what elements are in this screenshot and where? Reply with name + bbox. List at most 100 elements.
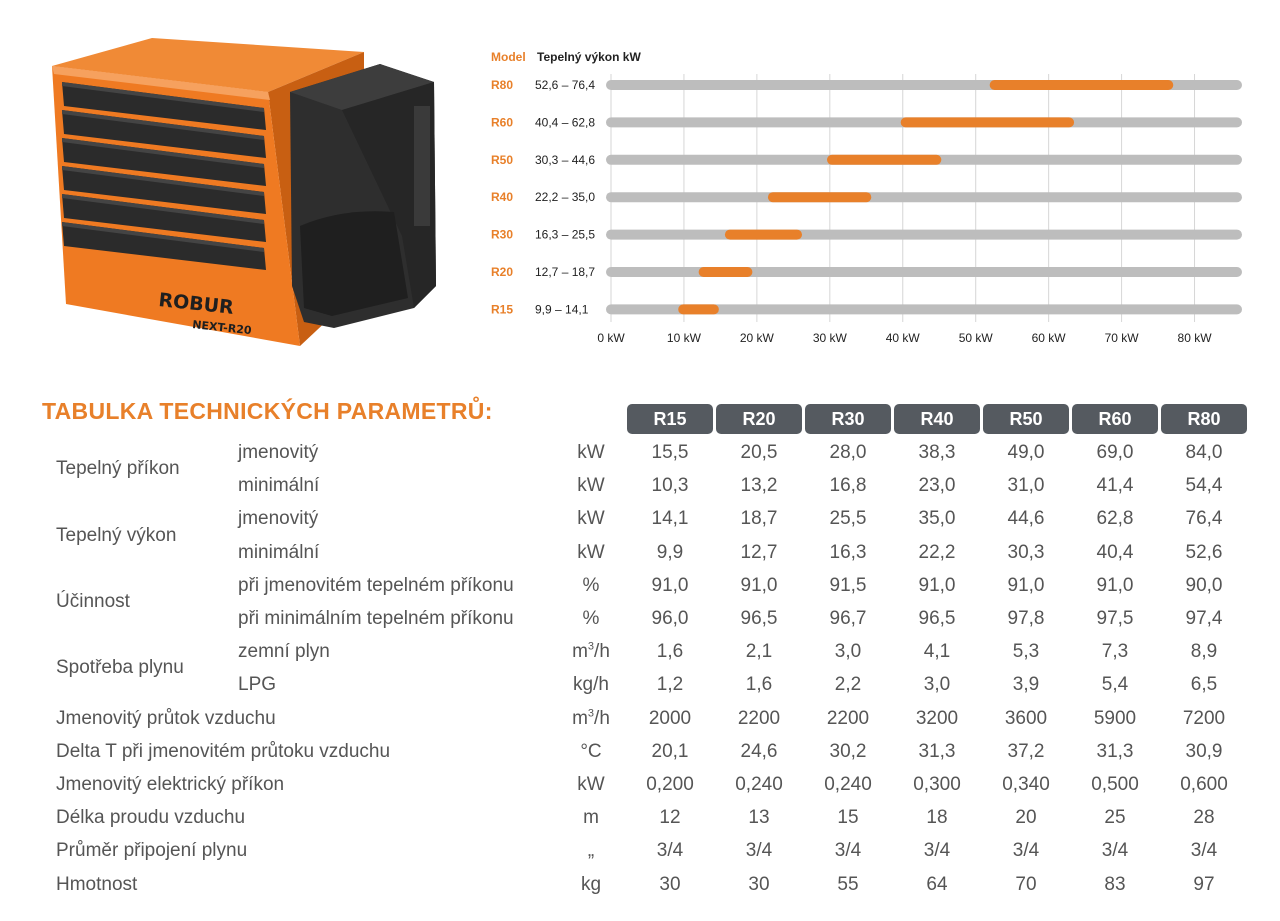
table-row: minimální kW 9,9 12,7 16,3 22,2 30,3 40,4 52,6 [0,536,1280,569]
value-cell: 0,340 [1002,774,1050,795]
row-label: Jmenovitý průtok vzduchu [56,707,276,729]
value-cell: 5,4 [1101,674,1129,696]
row-range-label: 22,2 – 35,0 [535,190,595,204]
value-cell: 7200 [1182,707,1226,729]
value-cell: 70 [1015,873,1037,895]
value-cell: 3/4 [1101,840,1129,862]
table-row: Průměr připojení plynu „ 3/4 3/4 3/4 3/4 3/4 3/… [0,834,1280,867]
value-cell: 76,4 [1185,508,1223,530]
value-cell: 31,3 [918,740,956,762]
value-cell: 7,3 [1101,641,1129,663]
value-cell: 15,5 [651,442,689,463]
product-image: ROBUR NEXT-R20 [52,38,436,346]
row-model-label: R80 [491,78,513,92]
value-cell: 3,0 [923,674,951,696]
value-cell: 2000 [648,707,692,729]
model-header: R80 [1161,404,1247,434]
value-cell: 18,7 [740,508,778,530]
value-cell: 38,3 [918,442,956,463]
row-unit: kg [580,873,602,895]
model-header: R40 [894,404,980,434]
value-cell: 3/4 [923,840,951,862]
value-cell: 52,6 [1185,541,1223,563]
value-cell: 30 [748,873,770,895]
value-cell: 20,5 [740,442,778,463]
table-row: při minimálním tepelném příkonu% 96,0 96,5… [0,602,1280,635]
value-cell: 2,2 [834,674,862,696]
row-sublabel: při minimálním tepelném příkonu [238,608,514,629]
value-cell: 3,9 [1012,674,1040,696]
x-tick-label: 10 kW [667,331,702,345]
value-cell: 0,200 [646,774,694,795]
value-cell: 6,5 [1190,674,1218,696]
x-tick-label: 0 kW [597,331,625,345]
row-unit: kW [577,541,605,563]
value-cell: 15 [837,807,859,829]
model-header: R15 [627,404,713,434]
row-range-label: 9,9 – 14,1 [535,302,589,316]
value-cell: 91,0 [651,574,689,596]
value-cell: 20 [1015,807,1037,829]
table-row: Jmenovitý průtok vzduchu m3/h 2000 2200 2200… [0,702,1280,735]
power-range-chart: Model Tepelný výkon kW R80 52,6 – 76,4 R60… [491,50,1242,345]
value-cell: 3,0 [834,641,862,663]
value-cell: 84,0 [1185,442,1223,463]
value-cell: 3600 [1004,707,1048,729]
row-model-label: R40 [491,190,513,204]
row-unit: % [582,574,600,596]
value-cell: 96,0 [651,608,689,629]
row-label: Hmotnost [56,873,138,895]
value-cell: 30 [659,873,681,895]
value-cell: 10,3 [651,475,689,497]
value-cell: 41,4 [1096,475,1134,497]
table-row: Delta T při jmenovitém průtoku vzduchu °C… [0,735,1280,768]
row-unit: kW [577,442,605,463]
row-unit: % [582,608,600,629]
row-range-label: 16,3 – 25,5 [535,228,595,242]
value-cell: 91,0 [740,574,778,596]
value-cell: 13,2 [740,475,778,497]
value-cell: 31,0 [1007,475,1045,497]
value-cell: 3/4 [656,840,684,862]
value-cell: 44,6 [1007,508,1045,530]
chart-header-title: Tepelný výkon kW [537,50,641,64]
x-tick-label: 70 kW [1105,331,1140,345]
row-unit: „ [587,840,595,862]
value-cell: 62,8 [1096,508,1134,530]
model-header: R30 [805,404,891,434]
value-cell: 35,0 [918,508,956,530]
value-cell: 28,0 [829,442,867,463]
value-cell: 49,0 [1007,442,1045,463]
value-cell: 30,3 [1007,541,1045,563]
row-unit: m3/h [572,707,610,729]
value-cell: 0,300 [913,774,961,795]
row-range-label: 40,4 – 62,8 [535,115,595,129]
table-row: minimální kW 10,3 13,2 16,8 23,0 31,0 41,4 54,4 [0,469,1280,502]
value-cell: 3/4 [1012,840,1040,862]
value-cell: 64 [926,873,948,895]
value-cell: 40,4 [1096,541,1134,563]
value-cell: 3/4 [834,840,862,862]
value-cell: 96,5 [740,608,778,629]
value-cell: 31,3 [1096,740,1134,762]
model-label: NEXT-R20 [192,318,253,337]
table-row: jmenovitý kW 14,1 18,7 25,5 35,0 44,6 62,8 76,4 [0,502,1280,535]
x-tick-label: 40 kW [886,331,921,345]
x-tick-label: 80 kW [1178,331,1213,345]
value-cell: 0,500 [1091,774,1139,795]
value-cell: 12,7 [740,541,778,563]
value-cell: 25 [1104,807,1126,829]
value-cell: 25,5 [829,508,867,530]
value-cell: 2200 [826,707,870,729]
row-model-label: R30 [491,228,513,242]
row-label: Délka proudu vzduchu [56,807,246,829]
group-label: Tepelný výkon [56,524,177,546]
row-label: Průměr připojení plynu [56,840,248,862]
row-unit: kW [577,774,605,795]
value-cell: 12 [659,807,681,829]
model-header: R50 [983,404,1069,434]
value-cell: 97 [1193,873,1215,895]
x-tick-label: 30 kW [813,331,848,345]
value-cell: 5,3 [1012,641,1040,663]
value-cell: 3200 [915,707,959,729]
